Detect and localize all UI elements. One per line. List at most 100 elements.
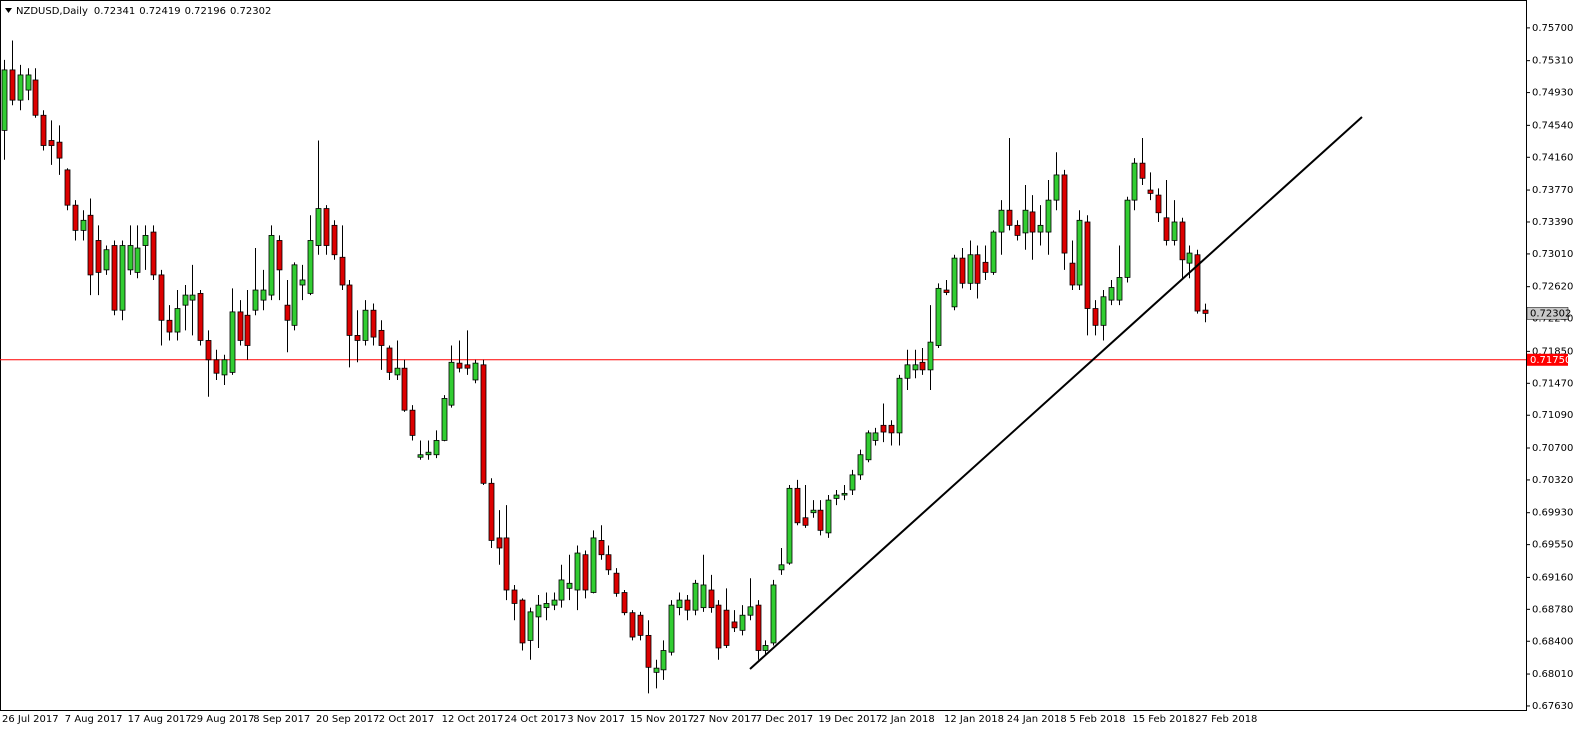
candle-body — [794, 487, 801, 524]
candle-body — [1037, 224, 1044, 233]
y-tick-label: 0.70700 — [1532, 443, 1573, 454]
candle-body — [456, 362, 463, 369]
candle-body — [72, 204, 79, 231]
candle-body — [1124, 199, 1131, 278]
candle-body — [558, 579, 565, 601]
candle-body — [912, 364, 919, 371]
candle-body — [723, 609, 730, 646]
y-tick-label: 0.75700 — [1532, 23, 1573, 34]
candle-body — [951, 257, 958, 308]
candle-body — [1092, 308, 1099, 326]
candle-body — [48, 140, 55, 146]
x-tick-label: 24 Jan 2018 — [1007, 714, 1067, 725]
chart-header: NZDUSD,Daily 0.72341 0.72419 0.72196 0.72302 — [16, 6, 271, 17]
candle-body — [1179, 221, 1186, 261]
candle-body — [833, 494, 840, 499]
candle-body — [935, 287, 942, 346]
candle-body — [825, 499, 832, 534]
x-tick-label: 24 Oct 2017 — [504, 714, 566, 725]
candle-body — [535, 604, 542, 618]
candle-body — [1022, 209, 1029, 234]
candle-body — [802, 517, 809, 526]
candle-body — [786, 487, 793, 564]
candle-body — [307, 240, 314, 294]
x-tick-label: 15 Feb 2018 — [1132, 714, 1194, 725]
candle-body — [974, 254, 981, 284]
candle-body — [817, 509, 824, 531]
level-price-label: 0.71750 — [1530, 355, 1571, 366]
candle-body — [221, 359, 228, 376]
candle-body — [182, 294, 189, 306]
header-open: 0.72341 — [94, 6, 135, 17]
candle-body — [1045, 199, 1052, 233]
candle-body — [888, 424, 895, 434]
candle-body — [142, 235, 149, 246]
x-tick-label: 7 Aug 2017 — [65, 714, 123, 725]
candle-body — [1029, 211, 1036, 233]
y-tick-label: 0.67630 — [1532, 701, 1573, 712]
candle-body — [519, 599, 526, 644]
y-tick-label: 0.74930 — [1532, 88, 1573, 99]
candle-body — [9, 69, 16, 101]
candle-body — [621, 592, 628, 614]
y-tick-label: 0.71090 — [1532, 410, 1573, 421]
candle-body — [990, 231, 997, 273]
candle-body — [32, 79, 39, 116]
candle-body — [1155, 194, 1162, 214]
candle-body — [676, 599, 683, 609]
candle-body — [205, 340, 212, 361]
candle-body — [927, 341, 934, 371]
candle-body — [747, 606, 754, 616]
x-tick-label: 2 Jan 2018 — [881, 714, 935, 725]
candle-body — [174, 308, 181, 333]
y-tick-label: 0.74540 — [1532, 120, 1573, 131]
candle-body — [574, 552, 581, 591]
candle-body — [276, 240, 283, 271]
candle-body — [252, 289, 259, 311]
candle-body — [865, 432, 872, 461]
x-tick-label: 19 Dec 2017 — [818, 714, 882, 725]
y-tick-label: 0.73010 — [1532, 249, 1573, 260]
candle-body — [315, 208, 322, 246]
x-tick-label: 20 Sep 2017 — [316, 714, 379, 725]
candle-body — [551, 599, 558, 606]
candle-body — [653, 667, 660, 673]
y-tick-label: 0.73390 — [1532, 217, 1573, 228]
candle-body — [527, 611, 534, 641]
candle-body — [645, 634, 652, 668]
candle-body — [409, 409, 416, 436]
candle-body — [1171, 221, 1178, 241]
candle-body — [582, 554, 589, 591]
x-tick-label: 29 Aug 2017 — [190, 714, 254, 725]
candle-body — [708, 589, 715, 609]
candle-body — [386, 347, 393, 373]
last-price-box — [1526, 307, 1569, 320]
x-tick-label: 26 Jul 2017 — [2, 714, 59, 725]
candle-body — [40, 114, 47, 146]
candle-body — [896, 377, 903, 434]
candle-body — [503, 537, 510, 591]
candle-body — [762, 645, 769, 651]
candle-body — [566, 582, 573, 589]
level-price-box — [1527, 353, 1568, 366]
y-tick-label: 0.73770 — [1532, 185, 1573, 196]
candle-body — [166, 319, 173, 333]
candle-body — [1069, 262, 1076, 286]
candle-body — [331, 224, 338, 256]
candle-body — [1131, 162, 1138, 201]
y-tick-label: 0.68010 — [1532, 669, 1573, 680]
candle-body — [95, 240, 102, 273]
candle-body — [64, 169, 71, 206]
candle-body — [943, 289, 950, 293]
candle-body — [488, 482, 495, 541]
candle-body — [849, 474, 856, 491]
candle-body — [362, 309, 369, 341]
candle-body — [339, 256, 346, 286]
candle-body — [244, 314, 251, 346]
candle-body — [1076, 219, 1083, 286]
candle-body — [904, 364, 911, 379]
symbol-menu-icon[interactable] — [5, 8, 12, 13]
candle-body — [472, 362, 479, 381]
candle-body — [919, 361, 926, 371]
y-tick-label: 0.75310 — [1532, 56, 1573, 67]
